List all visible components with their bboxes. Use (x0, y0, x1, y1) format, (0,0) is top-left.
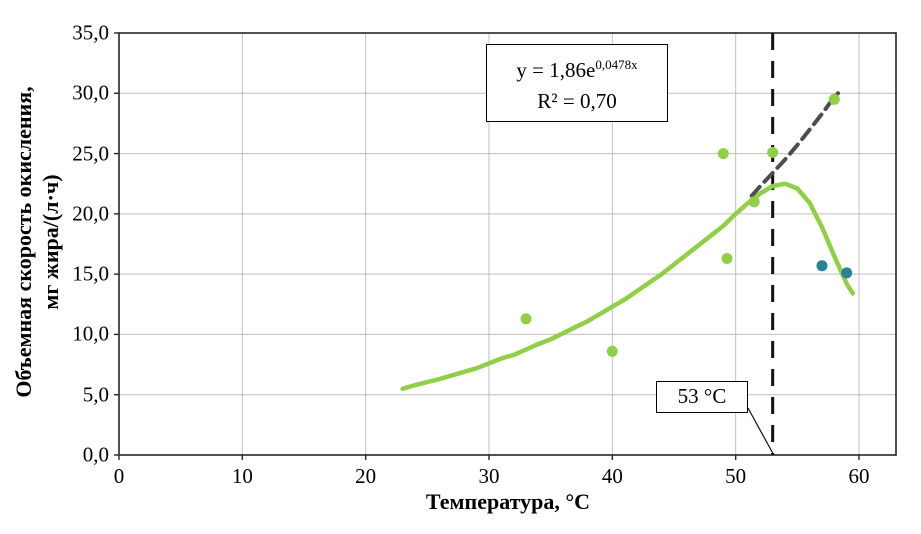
experimental-points-green-point (520, 313, 532, 325)
plot-border (118, 32, 897, 456)
r-squared-text: R² = 0,70 (537, 89, 617, 113)
equation-line: y = 1,86e0,0478x (487, 49, 667, 86)
polynomial-fit-curve (400, 181, 856, 391)
equation-text: y = 1,86e (516, 58, 596, 82)
experimental-points-green-point (748, 196, 760, 208)
experimental-points-green-point (717, 148, 729, 160)
equation-exponent: 0,0478x (595, 57, 638, 72)
y-axis-title-line2: мг жира/(л·ч) (38, 174, 63, 310)
threshold-label: 53 °С (677, 384, 727, 408)
experimental-points-teal-point (816, 260, 828, 272)
threshold-label-box: 53 °С (656, 381, 748, 413)
y-axis-title-line1: Объемная скорость окисления, (11, 86, 36, 398)
equation-box: y = 1,86e0,0478x R² = 0,70 (486, 44, 668, 122)
experimental-points-green-point (606, 345, 618, 357)
experimental-points-teal-point (841, 267, 853, 279)
experimental-points-green-point (828, 93, 840, 105)
threshold-label-leader (747, 407, 774, 454)
x-axis-title: Температура, °С (425, 489, 591, 514)
experimental-points-green-point (721, 253, 733, 264)
y-axis-title: Объемная скорость окисления, мг жира/(л·… (10, 86, 64, 397)
experimental-points-green-point (767, 146, 779, 158)
